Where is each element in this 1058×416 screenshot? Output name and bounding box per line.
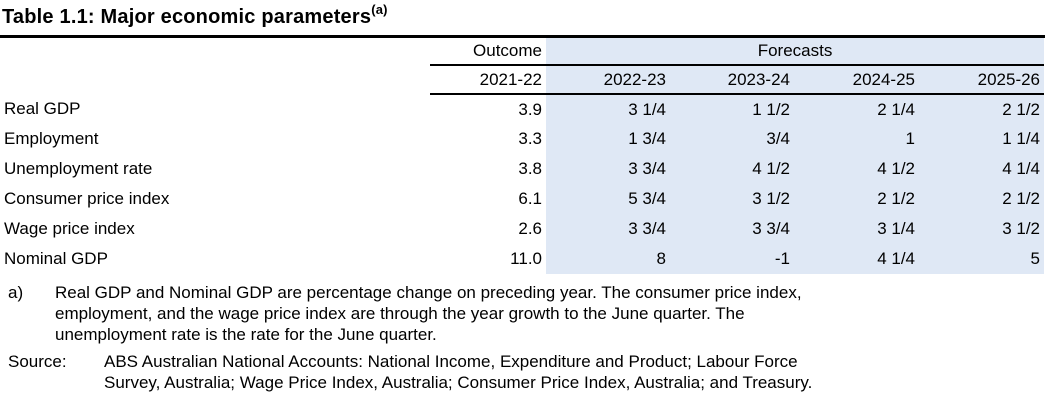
source-line: ABS Australian National Accounts: Nation… [104, 352, 798, 371]
forecast-value: 5 3/4 [546, 184, 670, 214]
forecast-value: 2 1/2 [794, 184, 919, 214]
forecast-value: 3 3/4 [670, 214, 794, 244]
year-header-2025-26: 2025-26 [919, 65, 1045, 95]
empty-corner-cell [0, 65, 430, 94]
outcome-value: 3.3 [518, 129, 542, 148]
forecast-value: 3 1/4 [794, 214, 919, 244]
forecast-value: 4 1/2 [670, 154, 794, 184]
source-line: Survey, Australia; Wage Price Index, Aus… [104, 373, 813, 392]
outcome-value: 3.9 [518, 99, 542, 119]
forecast-value: 8 [546, 244, 670, 274]
empty-corner-cell [0, 38, 430, 65]
row-label: Nominal GDP [4, 249, 108, 268]
forecast-value: 1 1/4 [919, 124, 1045, 154]
table-row-unemployment-rate: Unemployment rate 3.8 3 3/4 4 1/2 4 1/2 … [0, 154, 1045, 184]
outcome-value: 11.0 [510, 249, 542, 268]
forecast-value: 3 1/2 [919, 214, 1045, 244]
table-title-text: Table 1.1: Major economic parameters [2, 6, 372, 28]
footnote-line: unemployment rate is the rate for the Ju… [55, 325, 437, 344]
year-header-2024-25: 2024-25 [794, 65, 919, 95]
forecast-value: 3/4 [670, 124, 794, 154]
row-label: Wage price index [4, 219, 135, 238]
footnote-marker: a) [8, 283, 24, 302]
forecast-value: -1 [670, 244, 794, 274]
year-header-row: 2021-22 2022-23 2023-24 2024-25 2025-26 [0, 65, 1045, 95]
table-title: Table 1.1: Major economic parameters(a) [2, 2, 1058, 30]
table-row-nominal-gdp: Nominal GDP 11.0 8 -1 4 1/4 5 [0, 244, 1045, 274]
source-text: ABS Australian National Accounts: Nation… [104, 351, 1058, 393]
forecast-value: 1 3/4 [546, 124, 670, 154]
year-header-2023-24: 2023-24 [670, 65, 794, 95]
forecast-value: 2 1/2 [919, 94, 1045, 124]
table-row-real-gdp: Real GDP 3.9 3 1/4 1 1/2 2 1/4 2 1/2 [0, 94, 1045, 124]
row-label: Real GDP [4, 99, 81, 118]
forecast-value: 3 1/2 [670, 184, 794, 214]
forecast-value: 1 1/2 [670, 94, 794, 124]
footnote-line: Real GDP and Nominal GDP are percentage … [55, 283, 802, 302]
year-header-2022-23: 2022-23 [546, 65, 670, 95]
source-note: Source: ABS Australian National Accounts… [8, 351, 1058, 393]
row-label: Unemployment rate [4, 159, 153, 178]
outcome-group-header: Outcome [430, 38, 546, 66]
table-row-wage-price-index: Wage price index 2.6 3 3/4 3 3/4 3 1/4 3… [0, 214, 1045, 244]
table-title-footnote-marker: (a) [371, 2, 388, 18]
forecast-value: 2 1/2 [919, 184, 1045, 214]
table-row-employment: Employment 3.3 1 3/4 3/4 1 1 1/4 [0, 124, 1045, 154]
footnote-text: Real GDP and Nominal GDP are percentage … [55, 282, 1058, 345]
forecasts-group-header: Forecasts [546, 38, 1045, 66]
forecast-value: 3 1/4 [546, 94, 670, 124]
year-header-2021-22: 2021-22 [430, 65, 546, 95]
title-rule [0, 35, 1045, 38]
outcome-value: 2.6 [518, 219, 542, 238]
forecast-value: 4 1/4 [794, 244, 919, 274]
row-label: Consumer price index [4, 189, 170, 208]
footnote-line: employment, and the wage price index are… [55, 304, 745, 323]
forecast-value: 2 1/4 [794, 94, 919, 124]
row-label: Employment [4, 129, 99, 148]
table-row-consumer-price-index: Consumer price index 6.1 5 3/4 3 1/2 2 1… [0, 184, 1045, 214]
outcome-value: 3.8 [518, 159, 542, 178]
forecast-value: 4 1/4 [919, 154, 1045, 184]
forecast-value: 3 3/4 [546, 154, 670, 184]
forecast-value: 3 3/4 [546, 214, 670, 244]
forecast-value: 5 [919, 244, 1045, 274]
forecast-value: 1 [794, 124, 919, 154]
forecast-value: 4 1/2 [794, 154, 919, 184]
outcome-value: 6.1 [518, 189, 542, 208]
footnote-a: a) Real GDP and Nominal GDP are percenta… [8, 282, 1058, 345]
economic-parameters-table: Outcome Forecasts 2021-22 2022-23 2023-2… [0, 38, 1045, 274]
group-header-row: Outcome Forecasts [0, 38, 1045, 66]
source-label: Source: [8, 352, 67, 371]
